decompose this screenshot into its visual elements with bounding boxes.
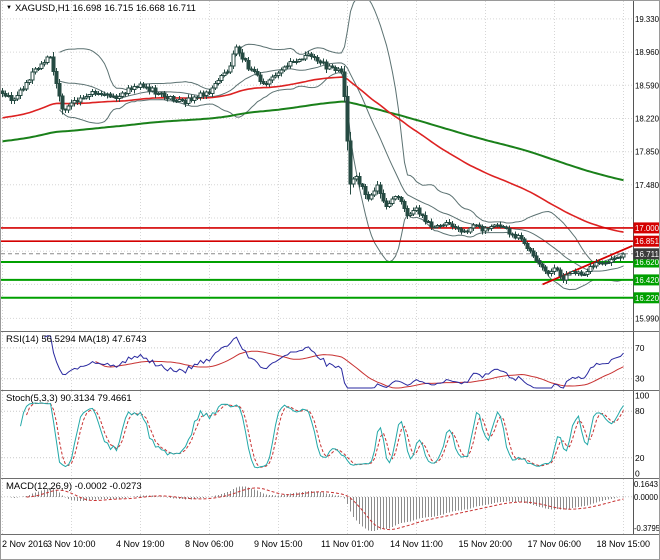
ohlc-values: 16.698 16.715 16.668 16.711: [72, 3, 196, 14]
bollinger-upper-line: [59, 1, 624, 264]
stoch-title: Stoch(5,3,3) 90.3134 79.4661: [6, 393, 132, 404]
time-axis-label: 17 Nov 06:00: [527, 539, 582, 549]
price-axis-label: 18.220: [635, 114, 659, 124]
stochastic-panel[interactable]: 100 80 20 0 Stoch(5,3,3) 90.3134 79.4661: [1, 391, 660, 478]
time-axis-label: 18 Nov 15:00: [596, 539, 651, 549]
price-axis-label: 19.330: [635, 14, 659, 24]
macd-histogram: [5, 486, 624, 531]
rsi-title: RSI(14) 56.5294 MA(18) 47.6743: [6, 334, 146, 345]
price-axis-label: 18.590: [635, 80, 659, 90]
rsi-ma-label: MA(18) 47.6743: [78, 334, 147, 345]
price-panel[interactable]: 19.330 18.960 18.590 18.220 17.850 17.480 15.9…: [1, 1, 660, 331]
macd-panel[interactable]: 0.1643 0.0000 -0.3795 MACD(12,26,9) -0.000…: [1, 479, 660, 534]
time-axis-label: 15 Nov 20:00: [458, 539, 513, 549]
current-price-tag: 16.711: [633, 248, 659, 260]
price-axis-label: 17.850: [635, 147, 659, 157]
panel-separator[interactable]: [1, 534, 659, 535]
time-axis-label: 9 Nov 15:00: [254, 539, 303, 549]
candles-layer: [1, 44, 626, 284]
stoch-axis-label: 0: [635, 468, 640, 478]
price-axis-label: 18.960: [635, 47, 659, 57]
stoch-axis-label: 80: [635, 406, 645, 416]
symbol-period-label: XAGUSD,H1: [14, 3, 70, 14]
chart-title: ▼ XAGUSD,H1 16.698 16.715 16.668 16.711: [6, 3, 196, 14]
rsi-label: RSI(14) 56.5294: [6, 334, 76, 345]
price-chart-canvas[interactable]: 19.330 18.960 18.590 18.220 17.850 17.480 15.9…: [1, 1, 660, 331]
stoch-main-line: [20, 402, 624, 469]
macd-axis-label: 0.0000: [634, 492, 658, 502]
time-axis[interactable]: 2 Nov 2016 3 Nov 10:00 4 Nov 19:00 8 Nov…: [1, 535, 659, 559]
stochastic-canvas[interactable]: 100 80 20 0: [1, 391, 660, 478]
rsi-ma-line: [95, 350, 624, 389]
rsi-line: [44, 335, 624, 389]
ma-slow-line: [2, 100, 624, 182]
panel-separator[interactable]: [1, 331, 659, 332]
bollinger-middle-line: [59, 62, 624, 272]
level-price-tag-text: 16.851: [635, 236, 659, 246]
level-price-tag: 16.851: [633, 235, 659, 247]
stoch-label: Stoch(5,3,3) 90.3134 79.4661: [6, 393, 132, 404]
time-axis-label: 14 Nov 11:00: [390, 539, 443, 549]
macd-title: MACD(12,26,9) -0.0002 -0.0273: [6, 481, 142, 492]
level-price-tag: 17.000: [633, 222, 659, 234]
level-price-tag-text: 16.220: [635, 293, 659, 303]
rsi-panel[interactable]: 70 30 RSI(14) 56.5294 MA(18) 47.6743: [1, 332, 660, 390]
rsi-axis-label: 70: [635, 343, 645, 353]
macd-axis-label: -0.3795: [634, 523, 660, 533]
ma-fast-line: [2, 76, 624, 233]
time-axis-label: 4 Nov 19:00: [116, 539, 165, 549]
panel-separator[interactable]: [1, 478, 659, 479]
price-axis-label: 17.480: [635, 180, 659, 190]
stoch-axis-label: 20: [635, 453, 645, 463]
bollinger-lower-line: [59, 72, 624, 291]
stoch-axis-label: 100: [635, 391, 649, 401]
rsi-canvas[interactable]: 70 30: [1, 332, 660, 390]
level-price-tag: 16.220: [633, 292, 659, 304]
level-price-tag: 16.420: [633, 274, 659, 286]
panel-separator[interactable]: [1, 390, 659, 391]
level-price-tag: 16.620: [633, 256, 659, 268]
level-price-tag-text: 16.420: [635, 275, 659, 285]
rsi-axis-label: 30: [635, 374, 645, 384]
trendline: [542, 244, 633, 286]
macd-label: MACD(12,26,9) -0.0002 -0.0273: [6, 481, 142, 492]
symbol-menu-icon[interactable]: ▼: [6, 5, 12, 11]
time-axis-label: 11 Nov 01:00: [321, 539, 374, 549]
time-axis-label: 2 Nov 2016: [2, 539, 49, 549]
macd-axis-label: 0.1643: [634, 479, 658, 489]
price-axis-label: 15.990: [635, 313, 659, 323]
plot-layers: [1, 1, 633, 299]
time-axis-label: 3 Nov 10:00: [47, 539, 96, 549]
macd-signal-line: [26, 487, 624, 531]
level-price-tag-text: 17.000: [635, 223, 659, 233]
current-price-tag-text: 16.711: [635, 249, 659, 259]
time-axis-label: 8 Nov 06:00: [185, 539, 234, 549]
level-price-tag-text: 16.620: [635, 257, 659, 267]
macd-canvas[interactable]: 0.1643 0.0000 -0.3795: [1, 479, 660, 534]
